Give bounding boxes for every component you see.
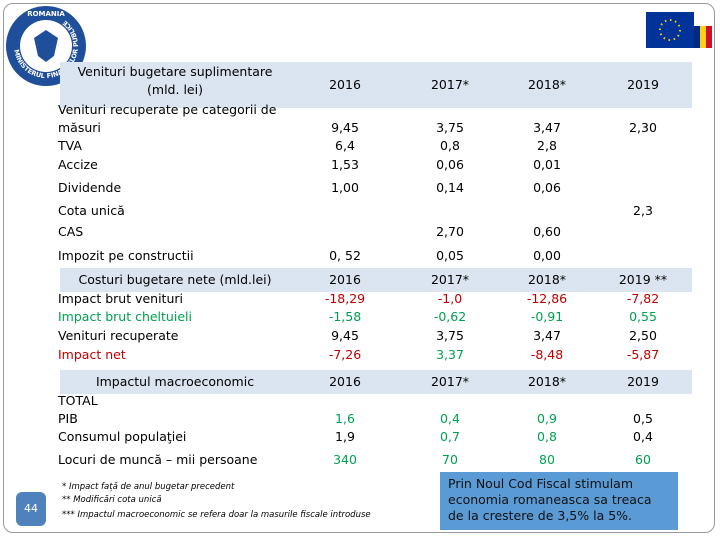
row-label: Dividende [58,180,122,195]
cell-value: 1,6 [335,411,355,426]
ro-flag-blue [694,26,700,48]
header-band [60,62,692,108]
cell-value: -18,29 [324,291,366,306]
cell-value: 0,4 [440,411,460,426]
cell-value: -7,26 [328,347,362,362]
cell-value: -0,62 [433,309,467,324]
cell-value: 3,37 [436,347,464,362]
cell-value: 1,53 [331,157,359,172]
column-header: 2016 [329,272,361,287]
cell-value: 2,50 [629,328,657,343]
slide-frame [3,3,715,533]
row-label: CAS [58,224,84,239]
row-label: Impozit pe constructii [58,248,194,263]
cell-value: 1,9 [335,429,355,444]
row-label: Locuri de muncă – mii persoane [58,452,258,467]
cell-value: 3,47 [533,120,561,135]
row-label: TVA [58,138,82,153]
cell-value: 6,4 [335,138,355,153]
column-header: 2018* [527,77,567,92]
cell-value: 9,45 [331,120,359,135]
footnote: *** Impactul macroeconomic se refera doa… [62,510,371,520]
cell-value: 0,7 [440,429,460,444]
column-header: 2019 [627,374,659,389]
cell-value: 1,00 [331,180,359,195]
cell-value: 0,14 [436,180,464,195]
cell-value: -1,0 [437,291,463,306]
cell-value: 3,47 [533,328,561,343]
ro-flag-red [706,26,712,48]
cell-value: 0,4 [633,429,653,444]
cell-value: 0,9 [537,411,557,426]
cell-value: -5,87 [626,347,660,362]
cell-value: 0,05 [436,248,464,263]
footnote: * Impact față de anul bugetar precedent [62,482,235,492]
cell-value: 0,06 [533,180,561,195]
cell-value: 2,8 [537,138,557,153]
row-label: Impact net [58,347,126,362]
cell-value: 2,30 [629,120,657,135]
cell-value: 0, 52 [329,248,361,263]
cell-value: 60 [635,452,651,467]
column-header: 2019 ** [618,272,668,287]
logo: MINISTERUL FINANTELOR PUBLICE ROMANIA [6,6,86,86]
table-title: Venituri bugetare suplimentare (mld. lei… [77,64,273,97]
column-header: 2017* [430,77,470,92]
header-band [60,268,692,292]
flags [646,12,712,48]
column-header: 2018* [527,374,567,389]
cell-value: 0,8 [537,429,557,444]
footnote: ** Modificări cota unică [62,495,162,505]
header-band [60,370,692,394]
logo-top-text: ROMANIA [27,10,65,18]
cell-value: 3,75 [436,328,464,343]
cell-value: 0,06 [436,157,464,172]
row-label: Venituri recuperate pe categorii de măsu… [58,102,277,135]
cell-value: -8,48 [530,347,564,362]
cell-value: 0,8 [440,138,460,153]
cell-value: -1,58 [328,309,362,324]
column-header: 2016 [329,77,361,92]
row-label: TOTAL [58,393,98,408]
cell-value: 3,75 [436,120,464,135]
cell-value: 0,55 [629,309,657,324]
column-header: 2016 [329,374,361,389]
cell-value: -12,86 [526,291,568,306]
cell-value: 9,45 [331,328,359,343]
row-label: Impact brut cheltuieli [58,309,192,324]
column-header: 2019 [627,77,659,92]
callout: Prin Noul Cod Fiscal stimulam economia r… [440,472,678,530]
row-label: PIB [58,411,78,426]
cell-value: 80 [539,452,555,467]
cell-value: -7,82 [626,291,660,306]
table-title: Costuri bugetare nete (mld.lei) [78,272,272,287]
eu-stars [659,19,681,41]
column-header: 2017* [430,374,470,389]
cell-value: -0,91 [530,309,564,324]
row-label: Impact brut venituri [58,291,183,306]
eu-flag [646,12,694,48]
row-label: Accize [58,157,98,172]
cell-value: 70 [442,452,458,467]
cell-value: 0,01 [533,157,561,172]
column-header: 2017* [430,272,470,287]
cell-value: 2,70 [436,224,464,239]
ro-flag-yellow [700,26,706,48]
cell-value: 2,3 [633,203,653,218]
logo-eagle [34,30,58,62]
slide-number: 44 [16,492,46,526]
cell-value: 0,5 [633,411,653,426]
row-label: Venituri recuperate [58,328,179,343]
cell-value: 0,00 [533,248,561,263]
row-label: Consumul populaţiei [58,429,187,444]
row-label: Cota unică [58,203,125,218]
cell-value: 340 [333,452,357,467]
column-header: 2018* [527,272,567,287]
table-title: Impactul macroeconomic [95,374,255,389]
cell-value: 0,60 [533,224,561,239]
